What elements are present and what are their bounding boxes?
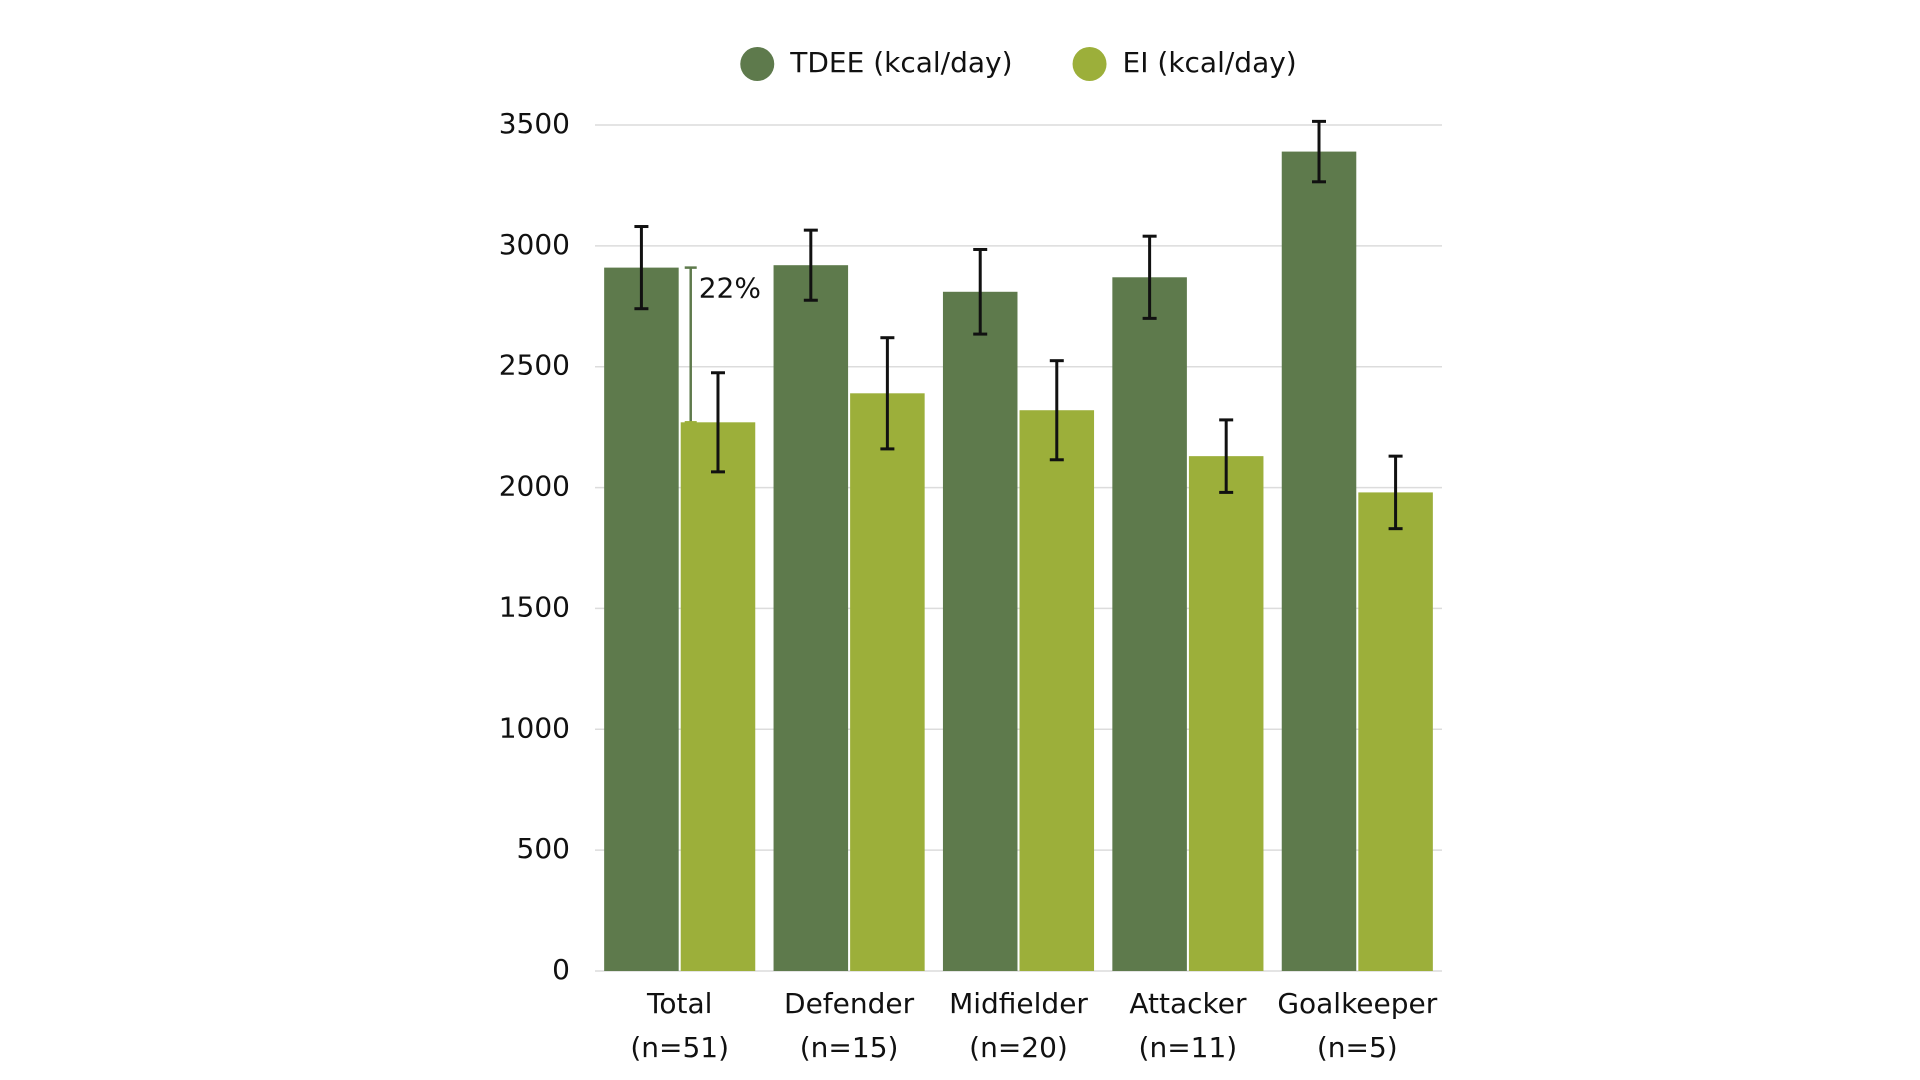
- x-tick-label: Midfielder (n=20): [949, 987, 1088, 1064]
- error-bar: [880, 336, 895, 451]
- x-tick-label: Total (n=51): [630, 987, 729, 1064]
- error-bar: [1049, 359, 1064, 462]
- difference-bracket: [684, 266, 697, 424]
- bar: [680, 422, 756, 971]
- bar: [850, 393, 925, 971]
- y-tick-label: 2000: [499, 470, 570, 503]
- x-tick-label: Attacker (n=11): [1129, 987, 1247, 1064]
- error-bar: [710, 371, 725, 474]
- error-bar: [634, 225, 649, 311]
- y-tick-label: 2500: [499, 349, 570, 382]
- legend: TDEE (kcal/day) EI (kcal/day): [740, 46, 1297, 81]
- x-tick-label: Goalkeeper (n=5): [1277, 987, 1437, 1064]
- bar: [1019, 410, 1095, 971]
- bar: [1358, 492, 1433, 971]
- legend-label: EI (kcal/day): [1123, 46, 1297, 79]
- y-tick-label: 1000: [499, 711, 570, 744]
- bar: [1281, 151, 1357, 972]
- bar: [1112, 277, 1187, 971]
- y-tick-label: 500: [517, 832, 570, 865]
- y-tick-label: 1500: [499, 590, 570, 623]
- legend-marker: [740, 47, 775, 81]
- error-bar: [1142, 234, 1157, 320]
- bar: [942, 291, 1018, 972]
- bar: [773, 265, 849, 971]
- y-tick-label: 0: [552, 953, 570, 986]
- y-tick-label: 3500: [499, 107, 570, 140]
- bar: [604, 267, 679, 971]
- error-bar: [973, 247, 988, 336]
- legend-label: TDEE (kcal/day): [789, 46, 1012, 79]
- y-tick-label: 3000: [499, 228, 570, 261]
- legend-marker: [1072, 47, 1107, 81]
- error-bar: [803, 228, 818, 302]
- x-tick-label: Defender (n=15): [784, 987, 915, 1064]
- annotation: 22%: [699, 272, 761, 305]
- error-bar: [1312, 119, 1327, 184]
- error-bar: [1219, 418, 1234, 494]
- error-bar: [1388, 454, 1403, 531]
- bar: [1188, 456, 1264, 971]
